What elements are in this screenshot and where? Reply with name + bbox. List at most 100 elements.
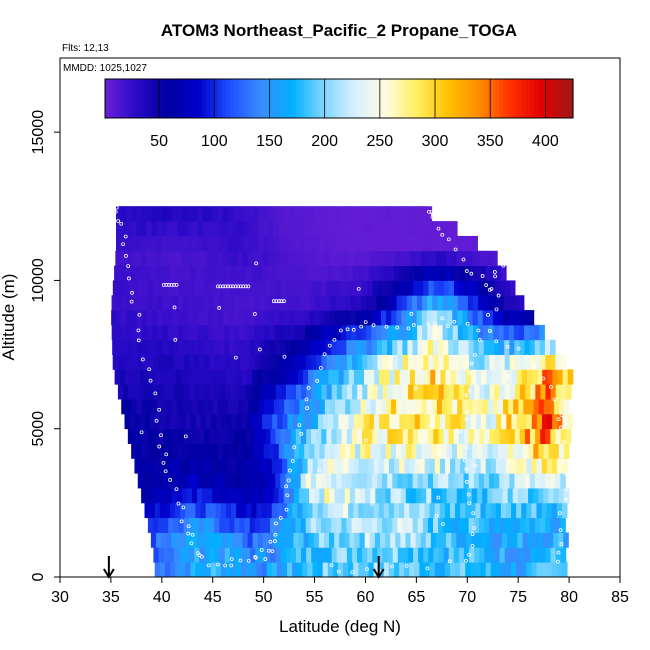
heatmap-cell <box>334 221 341 237</box>
heatmap-cell <box>167 399 173 415</box>
heatmap-cell <box>139 413 146 430</box>
sample-point <box>159 433 163 438</box>
heatmap-cell <box>156 488 162 504</box>
heatmap-cell <box>304 206 310 222</box>
heatmap-cell <box>276 502 283 519</box>
heatmap-cell <box>474 280 480 296</box>
heatmap-cell <box>350 221 356 237</box>
colorbar-swatch <box>288 79 293 118</box>
sample-point <box>384 324 389 329</box>
sample-point <box>436 452 441 457</box>
heatmap-cell <box>217 488 224 504</box>
heatmap-cell <box>470 502 476 519</box>
sample-point <box>464 558 468 563</box>
sample-point <box>437 210 442 215</box>
heatmap-cell <box>373 265 380 281</box>
heatmap-cell <box>275 473 281 489</box>
heatmap-cell <box>372 280 379 296</box>
heatmap-cell <box>112 354 119 370</box>
heatmap-cell <box>171 488 178 504</box>
heatmap-cell <box>344 443 351 459</box>
heatmap-cell <box>524 428 531 444</box>
heatmap-cell <box>217 532 223 548</box>
heatmap-cell <box>350 324 357 341</box>
heatmap-cell <box>313 250 320 266</box>
heatmap-cell <box>188 324 194 341</box>
heatmap-cell <box>478 339 485 355</box>
colorbar-tick-label: 300 <box>422 133 449 150</box>
heatmap-cell <box>492 488 498 504</box>
heatmap-cell <box>128 384 134 400</box>
heatmap-cell <box>465 413 472 430</box>
heatmap-cell <box>326 547 333 563</box>
heatmap-cell <box>460 458 466 474</box>
heatmap-cell <box>397 280 404 296</box>
heatmap-cell <box>443 354 450 370</box>
heatmap-cell <box>224 517 230 533</box>
heatmap-cell <box>484 354 490 370</box>
heatmap-cell <box>150 369 156 385</box>
heatmap-cell <box>137 339 144 355</box>
heatmap-cell <box>314 206 321 222</box>
colorbar-swatch <box>136 79 141 118</box>
heatmap-cell <box>434 502 441 519</box>
heatmap-cell <box>298 532 305 548</box>
heatmap-cell <box>340 235 346 252</box>
colorbar-swatch <box>358 79 363 118</box>
heatmap-cell <box>294 399 300 415</box>
heatmap-cell <box>374 532 381 548</box>
heatmap-cell <box>310 324 316 341</box>
heatmap-cell <box>259 517 266 533</box>
heatmap-cell <box>229 547 236 563</box>
heatmap-cell <box>552 369 559 385</box>
heatmap-cell <box>561 562 568 577</box>
heatmap-cell <box>149 458 156 474</box>
heatmap-cell <box>431 399 438 415</box>
sample-point <box>246 284 251 289</box>
sample-point <box>429 210 434 215</box>
heatmap-cell <box>334 488 341 504</box>
heatmap-cell <box>306 354 312 370</box>
heatmap-cell <box>397 547 404 563</box>
heatmap-cell <box>468 339 475 355</box>
heatmap-cell <box>216 369 223 385</box>
heatmap-cell <box>254 517 261 533</box>
heatmap-cell <box>153 547 160 563</box>
heatmap-cell <box>518 310 525 326</box>
heatmap-cell <box>263 221 270 237</box>
heatmap-cell <box>167 324 174 341</box>
heatmap-cell <box>253 221 260 237</box>
heatmap-cell <box>244 324 250 341</box>
heatmap-cell <box>528 443 534 459</box>
heatmap-cell <box>287 458 293 474</box>
heatmap-cell <box>217 250 223 266</box>
heatmap-cell <box>218 295 225 311</box>
heatmap-cell <box>265 280 272 296</box>
heatmap-cell <box>311 384 317 400</box>
heatmap-cell <box>183 547 190 563</box>
heatmap-cell <box>312 562 319 577</box>
heatmap-cell <box>190 502 196 519</box>
heatmap-cell <box>233 221 239 237</box>
heatmap-cell <box>323 413 329 430</box>
heatmap-cell <box>156 310 163 326</box>
heatmap-cell <box>195 265 202 281</box>
heatmap-cell <box>189 354 195 370</box>
sample-point <box>439 210 444 215</box>
heatmap-cell <box>337 562 344 577</box>
heatmap-cell <box>420 532 427 548</box>
heatmap-cell <box>351 547 358 563</box>
heatmap-cell <box>437 324 444 341</box>
y-tick-label: 5000 <box>30 411 47 447</box>
heatmap-cell <box>335 324 342 341</box>
heatmap-cell <box>387 339 393 355</box>
heatmap-cell <box>552 413 558 430</box>
heatmap-cell <box>495 458 502 474</box>
heatmap-cell <box>246 413 253 430</box>
sample-point <box>472 440 477 444</box>
heatmap-cell <box>441 250 447 266</box>
heatmap-cell <box>126 310 133 326</box>
heatmap-cell <box>173 517 179 533</box>
sample-point <box>241 284 246 289</box>
